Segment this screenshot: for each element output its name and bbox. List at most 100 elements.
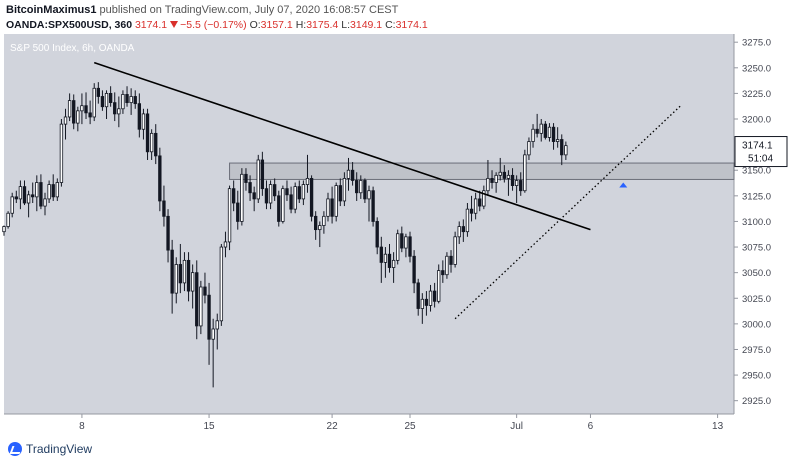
candle-body[interactable] (207, 294, 211, 340)
candle-body[interactable] (256, 159, 260, 200)
candle-body[interactable] (469, 208, 474, 214)
price-chart[interactable]: S&P 500 Index, 6h, OANDA 2925.0 2950.0 2975… (0, 34, 789, 438)
candle-body[interactable] (219, 246, 224, 322)
candle-body[interactable] (355, 180, 359, 194)
candle-body[interactable] (170, 249, 174, 294)
candle-body[interactable] (350, 169, 355, 181)
candle-body[interactable] (478, 198, 482, 207)
candle-body[interactable] (400, 233, 404, 249)
candle-body[interactable] (35, 182, 39, 198)
price-axis[interactable] (734, 34, 789, 438)
candle-body[interactable] (535, 128, 539, 134)
author-name[interactable]: BitcoinMaximus1 (6, 4, 97, 16)
candle-body[interactable] (268, 184, 273, 204)
candle-body[interactable] (14, 196, 18, 200)
candle-body[interactable] (510, 174, 515, 186)
candle-body[interactable] (80, 105, 84, 112)
candle-body[interactable] (133, 96, 137, 105)
candle-body[interactable] (412, 255, 416, 284)
candle-body[interactable] (383, 253, 388, 263)
candle-body[interactable] (182, 259, 187, 284)
candle-body[interactable] (6, 212, 10, 227)
candle-body[interactable] (10, 196, 14, 214)
candle-body[interactable] (248, 182, 252, 194)
candle-body[interactable] (555, 139, 560, 142)
candle-body[interactable] (199, 286, 203, 327)
candle-body[interactable] (231, 188, 236, 204)
candle-body[interactable] (441, 270, 445, 276)
candle-body[interactable] (346, 169, 351, 179)
candle-body[interactable] (141, 113, 146, 130)
candle-body[interactable] (449, 255, 453, 265)
candle-body[interactable] (121, 94, 125, 110)
candle-body[interactable] (125, 94, 129, 104)
candle-body[interactable] (260, 159, 265, 190)
candle-body[interactable] (145, 113, 150, 153)
candle-body[interactable] (211, 328, 215, 340)
candle-body[interactable] (2, 226, 6, 233)
candle-body[interactable] (96, 87, 100, 97)
candle-body[interactable] (437, 270, 441, 302)
candle-body[interactable] (404, 236, 408, 249)
candle-body[interactable] (166, 215, 170, 251)
candle-body[interactable] (338, 185, 342, 202)
candle-body[interactable] (465, 208, 470, 233)
candle-body[interactable] (297, 186, 301, 200)
candle-body[interactable] (72, 100, 76, 124)
candle-body[interactable] (88, 112, 92, 118)
candle-body[interactable] (174, 264, 178, 294)
candle-body[interactable] (391, 259, 396, 268)
candle-body[interactable] (289, 194, 293, 210)
candle-body[interactable] (502, 171, 507, 179)
candle-body[interactable] (236, 202, 240, 222)
candle-body[interactable] (215, 320, 219, 330)
candle-body[interactable] (31, 194, 35, 198)
candle-body[interactable] (363, 180, 367, 200)
candle-body[interactable] (342, 178, 347, 202)
candle-body[interactable] (59, 123, 64, 183)
candle-body[interactable] (539, 123, 543, 134)
candle-body[interactable] (195, 272, 199, 327)
candle-body[interactable] (379, 246, 383, 263)
candle-body[interactable] (55, 182, 59, 198)
candle-body[interactable] (432, 290, 437, 302)
candle-body[interactable] (551, 126, 556, 142)
candle-body[interactable] (104, 93, 109, 108)
candle-body[interactable] (482, 190, 486, 207)
candle-body[interactable] (326, 198, 330, 217)
candle-body[interactable] (408, 236, 412, 257)
candle-body[interactable] (494, 174, 498, 183)
candle-body[interactable] (39, 182, 43, 207)
candle-body[interactable] (490, 178, 494, 183)
candle-body[interactable] (285, 188, 289, 196)
candle-body[interactable] (318, 225, 322, 231)
candle-body[interactable] (506, 174, 511, 179)
candle-body[interactable] (47, 184, 51, 200)
candle-body[interactable] (22, 186, 27, 204)
candle-body[interactable] (252, 192, 256, 200)
candle-body[interactable] (273, 184, 277, 197)
candle-body[interactable] (137, 103, 142, 130)
candle-body[interactable] (527, 141, 531, 156)
candle-body[interactable] (18, 186, 23, 200)
candle-body[interactable] (203, 286, 207, 296)
candle-body[interactable] (158, 155, 162, 202)
candle-body[interactable] (424, 298, 429, 306)
candle-body[interactable] (149, 132, 154, 153)
candle-body[interactable] (223, 241, 228, 248)
candle-body[interactable] (322, 215, 326, 226)
candle-body[interactable] (314, 215, 318, 231)
candle-body[interactable] (473, 198, 478, 214)
candle-body[interactable] (26, 194, 31, 204)
plot-area[interactable] (4, 34, 734, 414)
candle-body[interactable] (396, 233, 400, 261)
candle-body[interactable] (498, 171, 502, 176)
candle-body[interactable] (428, 290, 433, 306)
candle-body[interactable] (63, 116, 68, 125)
candle-body[interactable] (240, 173, 244, 222)
candle-body[interactable] (560, 139, 564, 156)
candle-body[interactable] (416, 282, 420, 309)
candle-body[interactable] (445, 255, 449, 276)
candle-body[interactable] (334, 185, 338, 217)
candle-body[interactable] (108, 93, 113, 104)
